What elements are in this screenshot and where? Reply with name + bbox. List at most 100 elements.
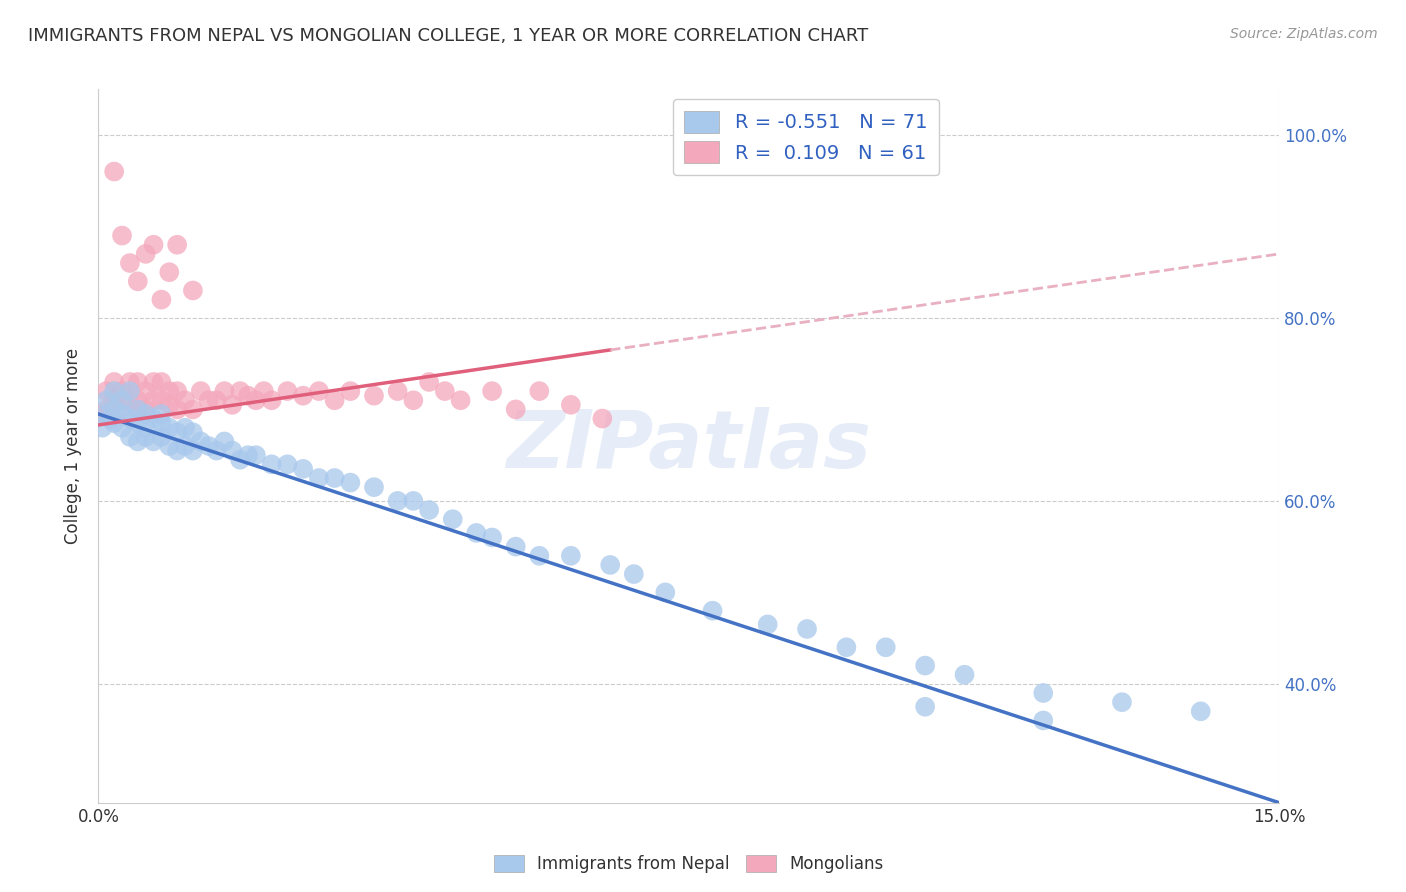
- Text: IMMIGRANTS FROM NEPAL VS MONGOLIAN COLLEGE, 1 YEAR OR MORE CORRELATION CHART: IMMIGRANTS FROM NEPAL VS MONGOLIAN COLLE…: [28, 27, 869, 45]
- Point: [135, 384, 157, 398]
- Point: [142, 434, 165, 449]
- Point: [103, 416, 125, 430]
- Point: [260, 393, 283, 408]
- Point: [98, 407, 121, 421]
- Point: [236, 389, 259, 403]
- Point: [433, 384, 456, 398]
- Point: [103, 384, 125, 398]
- Point: [111, 402, 134, 417]
- Point: [118, 393, 141, 408]
- Point: [245, 393, 267, 408]
- Point: [481, 384, 503, 398]
- Point: [111, 420, 134, 434]
- Point: [135, 407, 157, 421]
- Point: [157, 420, 180, 434]
- Point: [150, 375, 173, 389]
- Point: [127, 434, 149, 449]
- Point: [253, 384, 276, 398]
- Point: [323, 393, 346, 408]
- Point: [197, 393, 219, 408]
- Point: [1032, 714, 1054, 728]
- Point: [875, 640, 897, 655]
- Point: [505, 402, 527, 417]
- Point: [387, 384, 409, 398]
- Point: [481, 531, 503, 545]
- Point: [402, 494, 425, 508]
- Point: [127, 393, 149, 408]
- Point: [150, 293, 173, 307]
- Point: [96, 407, 118, 421]
- Point: [560, 398, 582, 412]
- Point: [236, 448, 259, 462]
- Point: [103, 393, 125, 408]
- Point: [1032, 686, 1054, 700]
- Point: [190, 434, 212, 449]
- Point: [292, 389, 315, 403]
- Point: [276, 384, 298, 398]
- Point: [221, 443, 243, 458]
- Point: [418, 503, 440, 517]
- Point: [205, 393, 228, 408]
- Point: [127, 416, 149, 430]
- Text: ZIPatlas: ZIPatlas: [506, 407, 872, 485]
- Point: [339, 475, 361, 490]
- Point: [190, 384, 212, 398]
- Point: [214, 434, 236, 449]
- Point: [181, 402, 204, 417]
- Point: [142, 411, 165, 425]
- Point: [245, 448, 267, 462]
- Point: [96, 393, 118, 408]
- Point: [953, 667, 976, 681]
- Point: [702, 604, 724, 618]
- Point: [157, 439, 180, 453]
- Point: [363, 389, 385, 403]
- Point: [214, 384, 236, 398]
- Point: [166, 384, 188, 398]
- Point: [118, 256, 141, 270]
- Point: [276, 458, 298, 472]
- Point: [450, 393, 472, 408]
- Point: [135, 402, 157, 417]
- Point: [181, 443, 204, 458]
- Point: [96, 402, 118, 417]
- Point: [142, 237, 165, 252]
- Point: [118, 375, 141, 389]
- Point: [205, 443, 228, 458]
- Point: [308, 471, 330, 485]
- Point: [135, 430, 157, 444]
- Point: [292, 462, 315, 476]
- Point: [181, 284, 204, 298]
- Point: [150, 407, 173, 421]
- Point: [166, 402, 188, 417]
- Point: [157, 384, 180, 398]
- Point: [127, 402, 149, 417]
- Text: Source: ZipAtlas.com: Source: ZipAtlas.com: [1230, 27, 1378, 41]
- Point: [142, 375, 165, 389]
- Point: [197, 439, 219, 453]
- Point: [142, 393, 165, 408]
- Point: [91, 407, 114, 421]
- Point: [1111, 695, 1133, 709]
- Point: [98, 411, 121, 425]
- Point: [157, 265, 180, 279]
- Point: [560, 549, 582, 563]
- Point: [127, 402, 149, 417]
- Point: [418, 375, 440, 389]
- Point: [166, 425, 188, 440]
- Point: [96, 384, 118, 398]
- Point: [914, 658, 936, 673]
- Point: [323, 471, 346, 485]
- Point: [103, 164, 125, 178]
- Point: [174, 420, 197, 434]
- Point: [441, 512, 464, 526]
- Point: [127, 375, 149, 389]
- Point: [402, 393, 425, 408]
- Point: [181, 425, 204, 440]
- Point: [150, 416, 173, 430]
- Point: [465, 525, 488, 540]
- Point: [529, 384, 551, 398]
- Point: [529, 549, 551, 563]
- Legend: Immigrants from Nepal, Mongolians: Immigrants from Nepal, Mongolians: [488, 848, 890, 880]
- Point: [118, 430, 141, 444]
- Point: [756, 617, 779, 632]
